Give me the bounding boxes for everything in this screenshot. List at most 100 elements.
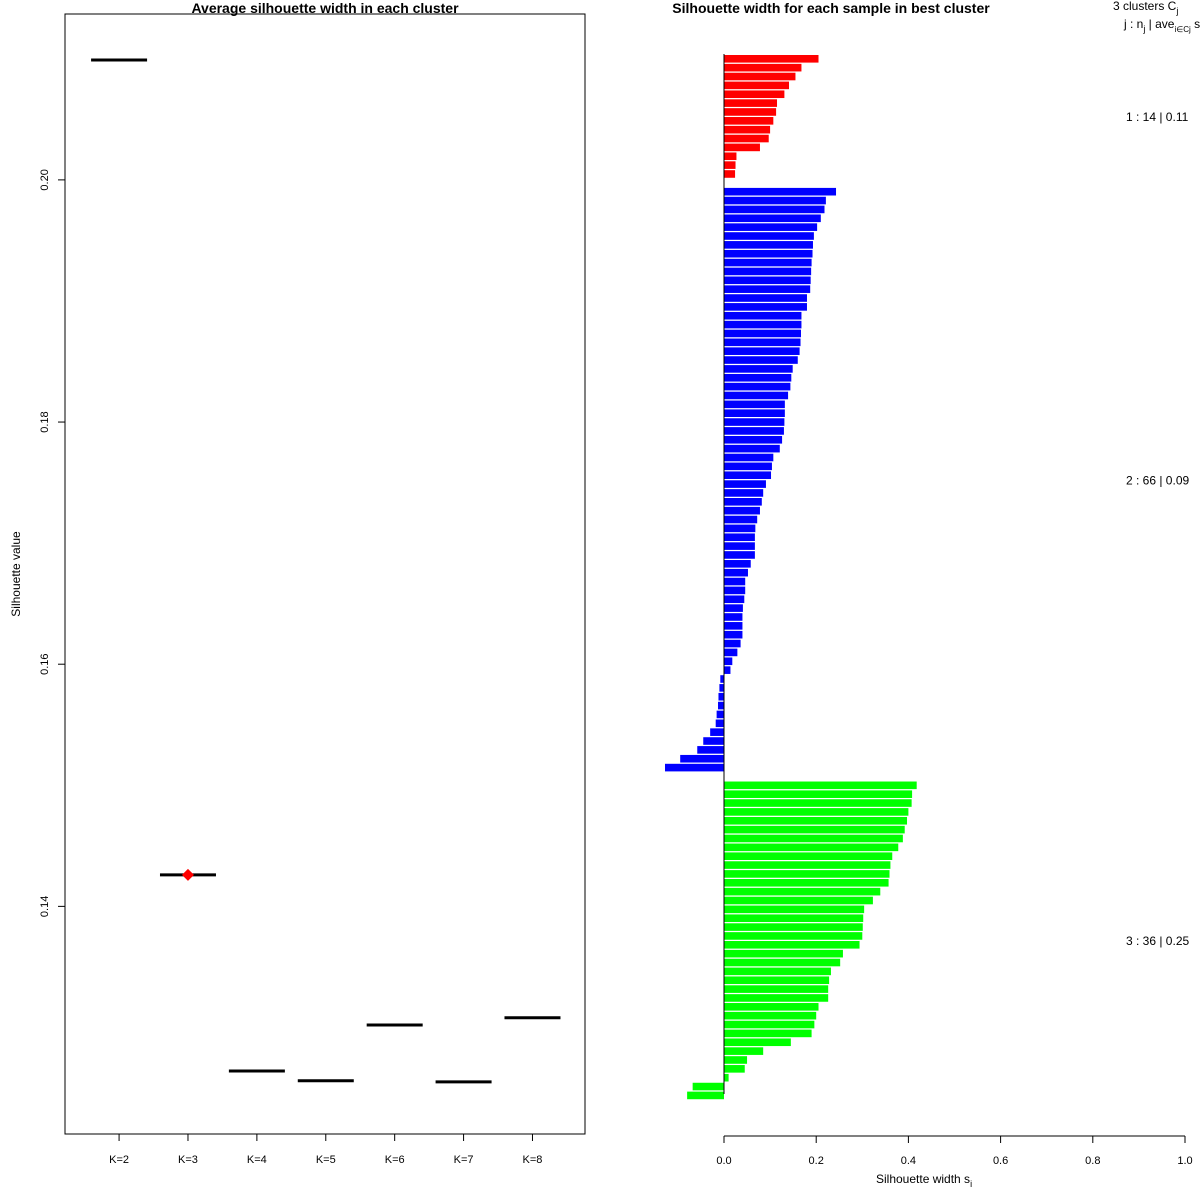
silhouette-bar [724,55,819,63]
silhouette-bar [724,267,812,276]
silhouette-bar [724,949,843,958]
silhouette-bar [664,763,724,772]
left-y-tick-label: 0.16 [39,653,51,674]
silhouette-bar [724,1029,812,1038]
silhouette-bar [724,471,772,480]
silhouette-bar [724,533,755,542]
silhouette-bar [724,365,793,373]
left-x-tick-label: K=8 [523,1154,543,1166]
silhouette-bar [724,143,760,152]
silhouette-bar [715,719,724,728]
silhouette-bar [724,276,811,285]
silhouette-bar [718,692,724,701]
left-panel: Average silhouette width in each cluster… [9,0,586,1166]
silhouette-bar [724,356,798,364]
silhouette-bar [724,878,889,887]
silhouette-bar [724,808,909,816]
silhouette-bar [724,852,893,860]
left-data-marks [91,58,561,1084]
left-y-tick-label: 0.20 [39,169,51,190]
silhouette-bar [724,941,860,949]
right-x-tick-label: 0.8 [1085,1155,1100,1167]
legend-header-line2-rest: | ave [1145,17,1174,31]
silhouette-bar [724,577,746,586]
silhouette-bar [724,790,913,798]
silhouette-bar [724,896,873,905]
silhouette-bar [724,586,746,595]
silhouette-bar [724,648,738,657]
silhouette-bar [724,435,783,444]
silhouette-bar [724,444,780,453]
silhouette-bar [724,418,785,426]
silhouette-bar [724,453,774,462]
silhouette-bar [724,249,813,258]
silhouette-bar [724,914,864,923]
silhouette-bar [724,985,829,993]
silhouette-bar [724,1065,745,1073]
legend-header-line2-text: j : n [1123,17,1143,31]
silhouette-bar [687,1091,724,1100]
silhouette-bar [724,294,807,302]
silhouette-bar [724,152,737,161]
silhouette-bar [716,710,724,719]
silhouette-bar [724,870,890,878]
left-x-tick-label: K=6 [385,1154,405,1166]
cluster-label: 1 : 14 | 0.11 [1126,110,1189,124]
silhouette-bar [724,1047,764,1055]
silhouette-bar [724,489,764,497]
silhouette-bar [724,1003,819,1011]
silhouette-bar [724,373,792,382]
left-y-tick-label: 0.18 [39,411,51,432]
right-x-axis-label: Silhouette width si [876,1172,972,1189]
silhouette-bar [724,81,790,90]
silhouette-bar [724,542,755,550]
silhouette-bar [724,657,733,666]
legend-header: 3 clusters Cj j : nj | avei∈Cj s [1113,0,1200,34]
silhouette-bar [724,338,801,347]
silhouette-bar [724,604,743,612]
right-x-tick-label: 0.2 [809,1155,824,1167]
silhouette-bar [724,303,807,311]
silhouette-bar [724,427,784,435]
silhouette-bar [724,613,743,621]
right-x-tick-label: 1.0 [1177,1155,1192,1167]
silhouette-bar [724,1038,791,1047]
silhouette-bar [724,117,774,125]
silhouette-bar [724,595,745,604]
silhouette-bar [724,639,741,648]
legend-header-line2-sub2: i∈Cj [1174,25,1191,34]
silhouette-bar [724,524,756,533]
left-plot-frame [64,13,586,1135]
silhouette-bar [724,932,863,940]
left-x-tick-label: K=2 [109,1154,129,1166]
silhouette-bar [724,161,736,169]
silhouette-bar [724,781,917,790]
silhouette-bar [724,568,748,577]
silhouette-bar [724,515,758,524]
silhouette-bar [724,816,908,825]
silhouette-bar [724,967,831,976]
silhouette-bar [724,90,785,99]
cluster-labels: 1 : 14 | 0.11 2 : 66 | 0.09 3 : 36 | 0.25 [1126,110,1189,948]
silhouette-bar [718,701,724,710]
silhouette-bar [724,63,802,72]
silhouette-bar [697,746,724,754]
silhouette-bar [724,347,800,355]
silhouette-bar [724,994,829,1002]
silhouette-bar [724,1073,729,1082]
silhouette-bar [724,232,814,240]
silhouette-bar [724,799,912,807]
right-panel: Silhouette width for each sample in best… [664,0,1200,1189]
left-x-axis: K=2 K=3 K=4 K=5 K=6 K=7 K=8 [109,1134,542,1166]
legend-header-line2-sub: j [1142,24,1145,34]
right-x-axis: 0.0 0.2 0.4 0.6 0.8 1.0 [716,1135,1193,1167]
silhouette-bar [724,223,818,231]
silhouette-bar [724,134,769,143]
right-x-axis-label-subscript: i [970,1179,972,1189]
legend-header-line1-text: 3 clusters C [1113,0,1177,13]
silhouette-bar [724,976,830,985]
silhouette-bar [724,1011,817,1020]
silhouette-bar [724,125,771,134]
silhouette-bar [724,382,791,391]
